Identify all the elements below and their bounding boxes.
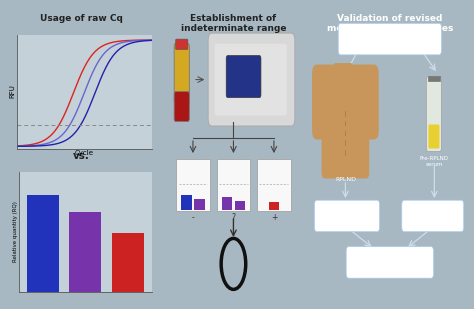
Text: Validation of revised
method on MRO samples: Validation of revised method on MRO samp… (327, 14, 453, 33)
FancyBboxPatch shape (226, 56, 261, 98)
FancyBboxPatch shape (321, 112, 369, 179)
FancyBboxPatch shape (175, 39, 188, 49)
Text: vs.: vs. (73, 151, 90, 161)
Text: Pathology: Pathology (330, 213, 364, 219)
Bar (194, 199, 205, 210)
Bar (222, 197, 232, 210)
Text: ?: ? (231, 213, 236, 222)
FancyBboxPatch shape (402, 200, 464, 232)
Bar (235, 201, 245, 210)
FancyBboxPatch shape (215, 44, 287, 116)
X-axis label: Cycle: Cycle (74, 150, 94, 156)
Text: +: + (271, 213, 277, 222)
Bar (112, 233, 144, 292)
FancyBboxPatch shape (334, 63, 353, 86)
Text: Pre-RPLND
serum: Pre-RPLND serum (420, 156, 449, 167)
Text: Establishment of
indeterminate range: Establishment of indeterminate range (181, 14, 286, 33)
Text: Comparison: Comparison (369, 259, 410, 265)
Bar (257, 159, 291, 211)
Y-axis label: Relative quantity (RQ): Relative quantity (RQ) (13, 201, 18, 263)
FancyBboxPatch shape (314, 200, 380, 232)
FancyBboxPatch shape (346, 247, 434, 278)
FancyBboxPatch shape (208, 33, 295, 126)
Text: RPLND: RPLND (335, 177, 356, 182)
FancyBboxPatch shape (428, 125, 439, 149)
Bar (69, 212, 101, 292)
Bar (27, 195, 59, 292)
FancyBboxPatch shape (174, 44, 189, 104)
FancyBboxPatch shape (338, 23, 441, 55)
Bar (269, 202, 279, 210)
Text: -: - (191, 213, 194, 222)
Bar (217, 159, 250, 211)
FancyBboxPatch shape (427, 77, 441, 151)
Bar (176, 159, 210, 211)
FancyBboxPatch shape (174, 91, 189, 121)
FancyBboxPatch shape (312, 65, 379, 140)
Text: Orchiectomy: Orchiectomy (365, 35, 414, 44)
Y-axis label: RFU: RFU (9, 85, 15, 99)
Text: Usage of raw Cq: Usage of raw Cq (40, 14, 123, 23)
Text: RT-qPCR: RT-qPCR (419, 213, 447, 219)
Bar (428, 76, 440, 81)
Bar (182, 195, 191, 210)
